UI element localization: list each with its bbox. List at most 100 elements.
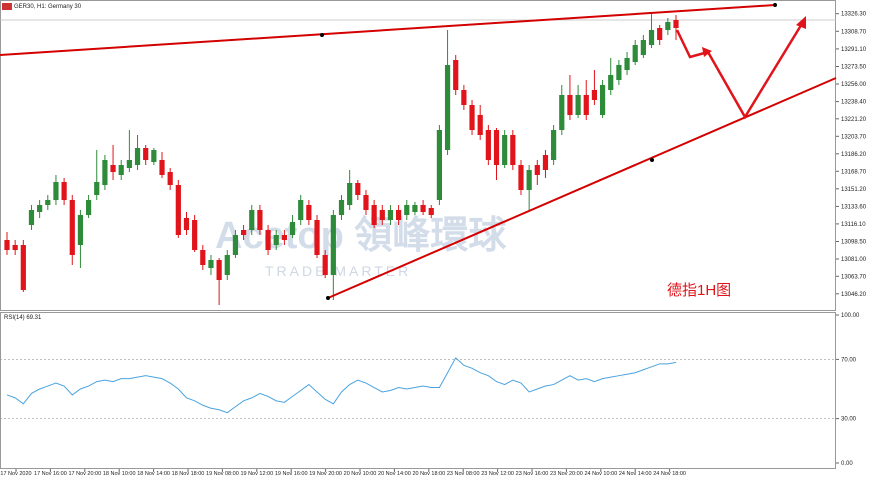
candle-body bbox=[396, 210, 402, 220]
forecast-arrow bbox=[706, 21, 805, 120]
y-tick-label: 13063.70 bbox=[841, 274, 867, 280]
x-tick-label: 23 Nov 16:00 bbox=[516, 471, 549, 477]
x-tick-label: 20 Nov 10:00 bbox=[344, 471, 377, 477]
chart-title: GER30, H1: Germany 30 bbox=[14, 4, 82, 10]
candle-body bbox=[77, 215, 84, 245]
plot: 13326.30 13308.70 13291.10 13273.50 13256.00… bbox=[0, 12, 867, 477]
rsi-tick-label: 30.00 bbox=[841, 417, 857, 423]
candle-body bbox=[110, 165, 116, 172]
candle-body bbox=[134, 148, 141, 165]
candle-body bbox=[673, 20, 679, 28]
candle-body bbox=[61, 182, 67, 200]
candle-body bbox=[126, 160, 132, 168]
candle-body bbox=[444, 65, 451, 150]
x-tick-label: 20 Nov 14:00 bbox=[378, 471, 411, 477]
candle-body bbox=[648, 30, 655, 45]
rsi-tick-label: 100.00 bbox=[841, 313, 860, 319]
candle-body bbox=[412, 205, 418, 212]
x-tick-label: 23 Nov 20:00 bbox=[550, 471, 583, 477]
candle-body bbox=[363, 195, 369, 210]
candle-body bbox=[159, 160, 165, 175]
candle-body bbox=[510, 135, 516, 165]
candle-body bbox=[493, 130, 500, 165]
x-tick-label: 19 Nov 20:00 bbox=[309, 471, 342, 477]
candle-body bbox=[591, 90, 598, 100]
y-tick-label: 13081.00 bbox=[841, 257, 867, 263]
candle-body bbox=[53, 182, 59, 200]
symbol-icon bbox=[2, 3, 12, 10]
y-tick-label: 13046.20 bbox=[841, 292, 867, 298]
y-tick-label: 13326.30 bbox=[841, 12, 867, 18]
x-tick-label: 19 Nov 08:00 bbox=[206, 471, 239, 477]
y-tick-label: 13098.50 bbox=[841, 240, 867, 246]
candle-body bbox=[94, 182, 100, 195]
y-tick-label: 13186.20 bbox=[841, 152, 867, 158]
candle-body bbox=[387, 210, 394, 220]
candle-body bbox=[289, 222, 296, 235]
candle-body bbox=[175, 185, 181, 235]
candle-body bbox=[624, 58, 630, 70]
rsi-tick-label: 70.00 bbox=[841, 357, 857, 363]
candle-body bbox=[608, 75, 614, 90]
anchor bbox=[320, 33, 324, 37]
candle-body bbox=[477, 115, 483, 135]
x-tick-label: 24 Nov 10:00 bbox=[584, 471, 617, 477]
main-panel bbox=[0, 0, 836, 311]
candle-body bbox=[224, 255, 230, 275]
y-tick-label: 13168.70 bbox=[841, 169, 867, 175]
x-tick-label: 18 Nov 14:00 bbox=[137, 471, 170, 477]
x-tick-label: 24 Nov 18:00 bbox=[653, 471, 686, 477]
candle-body bbox=[298, 200, 304, 220]
candle-body bbox=[257, 210, 263, 230]
rsi-panel bbox=[0, 312, 836, 469]
watermark: Acetop 領峰環球 bbox=[215, 214, 507, 257]
candle-body bbox=[281, 235, 287, 240]
x-tick-label: 24 Nov 14:00 bbox=[619, 471, 652, 477]
candle-body bbox=[37, 205, 43, 212]
forecast-arrow bbox=[675, 29, 709, 59]
candle-body bbox=[461, 90, 467, 105]
candle-body bbox=[200, 250, 206, 265]
candle-body bbox=[183, 218, 190, 230]
x-tick-label: 18 Nov 10:00 bbox=[103, 471, 136, 477]
candle-body bbox=[559, 95, 565, 130]
x-tick-label: 23 Nov 08:00 bbox=[447, 471, 480, 477]
candle-body bbox=[657, 28, 663, 40]
anchor bbox=[650, 158, 654, 162]
candle-body bbox=[4, 240, 10, 250]
candle-body bbox=[436, 130, 443, 200]
candle-body bbox=[273, 235, 279, 245]
candle-body bbox=[526, 170, 532, 190]
candle-body bbox=[143, 148, 149, 160]
x-tick-label: 20 Nov 18:00 bbox=[412, 471, 445, 477]
candle-body bbox=[216, 260, 222, 280]
candle-body bbox=[102, 160, 108, 185]
rsi-tick-label: 0.00 bbox=[841, 461, 853, 467]
candle-body bbox=[379, 210, 385, 220]
x-tick-label: 19 Nov 16:00 bbox=[275, 471, 308, 477]
candle-body bbox=[453, 60, 459, 90]
candle-body bbox=[665, 22, 671, 30]
y-tick-label: 13151.20 bbox=[841, 187, 867, 193]
y-tick-label: 13256.00 bbox=[841, 82, 867, 88]
candle-body bbox=[69, 200, 75, 255]
y-tick-label: 13116.10 bbox=[841, 222, 866, 228]
x-tick-label: 19 Nov 12:00 bbox=[240, 471, 273, 477]
candle-body bbox=[371, 205, 377, 225]
arrow-head bbox=[702, 47, 712, 57]
annotation: 德指1H图 bbox=[667, 281, 731, 299]
candle-body bbox=[192, 220, 198, 250]
y-tick-label: 13133.60 bbox=[841, 204, 867, 210]
x-tick-label: 23 Nov 12:00 bbox=[481, 471, 514, 477]
candle-body bbox=[640, 40, 646, 55]
candle-body bbox=[632, 45, 638, 62]
candle-body bbox=[616, 65, 622, 80]
candle-body bbox=[347, 183, 353, 205]
candle-body bbox=[485, 130, 491, 160]
y-tick-label: 13238.40 bbox=[841, 100, 867, 106]
x-tick-label: 17 Nov 16:00 bbox=[34, 471, 67, 477]
candle-body bbox=[118, 165, 124, 175]
anchor bbox=[773, 3, 777, 7]
candle-body bbox=[249, 210, 255, 230]
candle-body bbox=[575, 95, 581, 115]
